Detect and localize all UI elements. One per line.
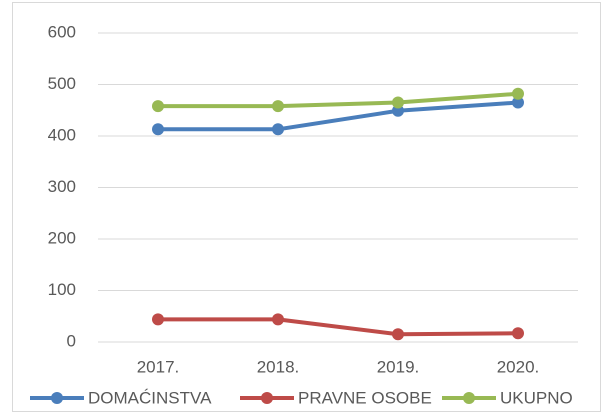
data-point (512, 96, 524, 109)
y-tick-label: 200 (48, 228, 76, 247)
data-point (152, 100, 164, 113)
legend-label: UKUPNO (500, 388, 573, 407)
data-point (152, 123, 164, 136)
x-tick-label: 2019. (377, 357, 420, 376)
legend-marker (463, 392, 475, 404)
data-point (152, 313, 164, 326)
series-line (158, 317, 519, 337)
x-tick-label: 2017. (137, 357, 180, 376)
legend-label: PRAVNE OSOBE (298, 388, 432, 407)
y-tick-label: 600 (48, 22, 76, 41)
data-point (512, 327, 524, 340)
y-tick-label: 100 (48, 280, 76, 299)
y-tick-label: 400 (48, 125, 76, 144)
data-point (512, 87, 524, 100)
y-tick-label: 300 (48, 177, 76, 196)
y-tick-label: 500 (48, 74, 76, 93)
legend-marker (51, 392, 63, 404)
data-point (392, 328, 404, 341)
x-tick-label: 2020. (497, 357, 540, 376)
data-point (392, 104, 404, 117)
series-line (158, 91, 519, 109)
data-point (272, 313, 284, 326)
data-point (272, 100, 284, 113)
legend-marker (261, 392, 273, 404)
x-tick-label: 2018. (257, 357, 300, 376)
series-line (158, 100, 519, 132)
legend-label: DOMAĆINSTVA (88, 388, 212, 407)
y-tick-label: 0 (67, 331, 76, 350)
chart-border (12, 2, 601, 412)
data-point (392, 96, 404, 109)
data-point (272, 123, 284, 136)
